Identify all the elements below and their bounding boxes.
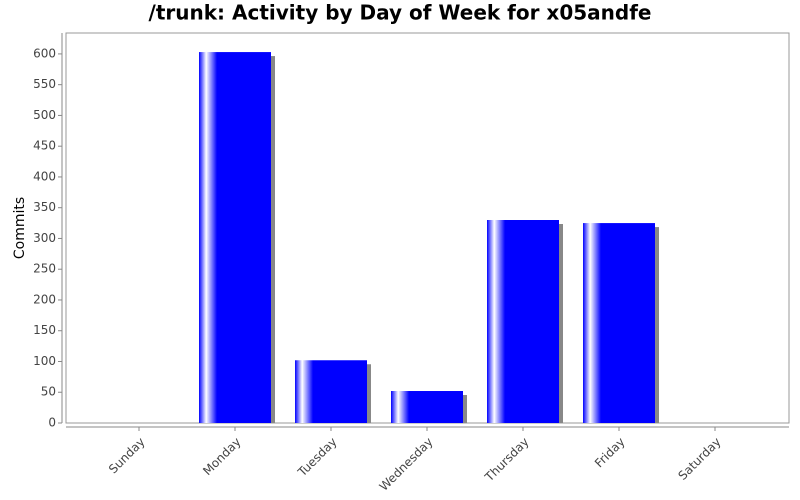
y-tick-label: 550: [33, 77, 56, 91]
x-tick-label: Thursday: [482, 435, 532, 485]
y-tick-label: 200: [33, 292, 56, 306]
x-tick-label: Sunday: [106, 435, 148, 477]
chart-title: /trunk: Activity by Day of Week for x05a…: [149, 1, 652, 25]
y-tick-label: 100: [33, 354, 56, 368]
y-tick-label: 300: [33, 231, 56, 245]
x-tick-label: Monday: [200, 435, 243, 478]
bar: [295, 360, 367, 423]
bar: [199, 52, 271, 424]
y-tick-label: 500: [33, 108, 56, 122]
x-tick-label: Wednesday: [377, 435, 436, 494]
plot-area: [65, 32, 790, 424]
y-tick-label: 150: [33, 323, 56, 337]
y-axis-label: Commits: [12, 197, 28, 259]
y-tick-label: 250: [33, 262, 56, 276]
y-tick-label: 350: [33, 200, 56, 214]
y-tick-label: 50: [41, 385, 56, 399]
x-tick-label: Tuesday: [294, 435, 339, 480]
bar: [583, 223, 655, 423]
bar: [391, 391, 463, 423]
y-tick-label: 600: [33, 46, 56, 60]
x-tick-label: Saturday: [675, 435, 723, 483]
bar: [487, 220, 559, 423]
x-tick-label: Friday: [592, 435, 628, 471]
y-tick-label: 450: [33, 139, 56, 153]
y-tick-label: 0: [48, 416, 56, 430]
y-tick-label: 400: [33, 169, 56, 183]
